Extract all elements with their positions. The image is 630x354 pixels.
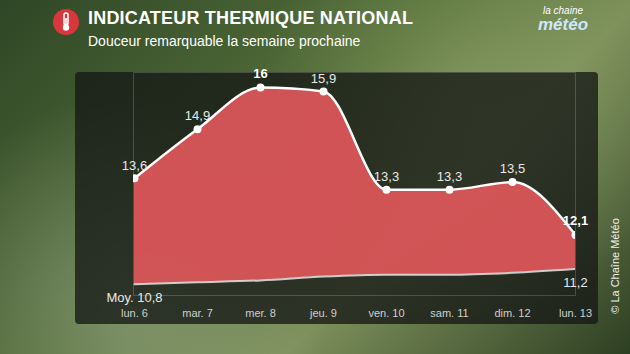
html-text:Douceur remarquable la semaine: Douceur remarquable la semaine prochaine — [88, 33, 361, 49]
html-text:INDICATEUR THERMIQUE NATIONAL: INDICATEUR THERMIQUE NATIONAL — [88, 8, 414, 28]
html-text:© La Chaîne Météo: © La Chaîne Météo — [609, 218, 621, 314]
svg-text:13,3: 13,3 — [374, 169, 399, 184]
svg-text:16: 16 — [253, 66, 267, 81]
svg-text:dim. 12: dim. 12 — [494, 307, 530, 319]
html-text:la chaine: la chaine — [543, 5, 583, 16]
svg-text:Moy. 10,8: Moy. 10,8 — [106, 290, 162, 305]
svg-text:mer. 8: mer. 8 — [245, 307, 276, 319]
svg-text:13,6: 13,6 — [122, 157, 147, 172]
svg-text:sam. 11: sam. 11 — [430, 307, 468, 319]
svg-text:ven. 10: ven. 10 — [368, 307, 404, 319]
svg-text:14,9: 14,9 — [185, 108, 210, 123]
svg-text:lun. 13: lun. 13 — [559, 307, 592, 319]
svg-text:lun. 6: lun. 6 — [121, 307, 148, 319]
svg-text:12,1: 12,1 — [563, 213, 588, 228]
html-text:météo: météo — [538, 15, 588, 34]
svg-text:13,3: 13,3 — [437, 169, 462, 184]
svg-text:15,9: 15,9 — [311, 71, 336, 86]
svg-text:mar. 7: mar. 7 — [182, 307, 213, 319]
svg-text:13,5: 13,5 — [500, 161, 525, 176]
svg-text:11,2: 11,2 — [563, 275, 587, 290]
svg-text:jeu. 9: jeu. 9 — [309, 307, 337, 319]
